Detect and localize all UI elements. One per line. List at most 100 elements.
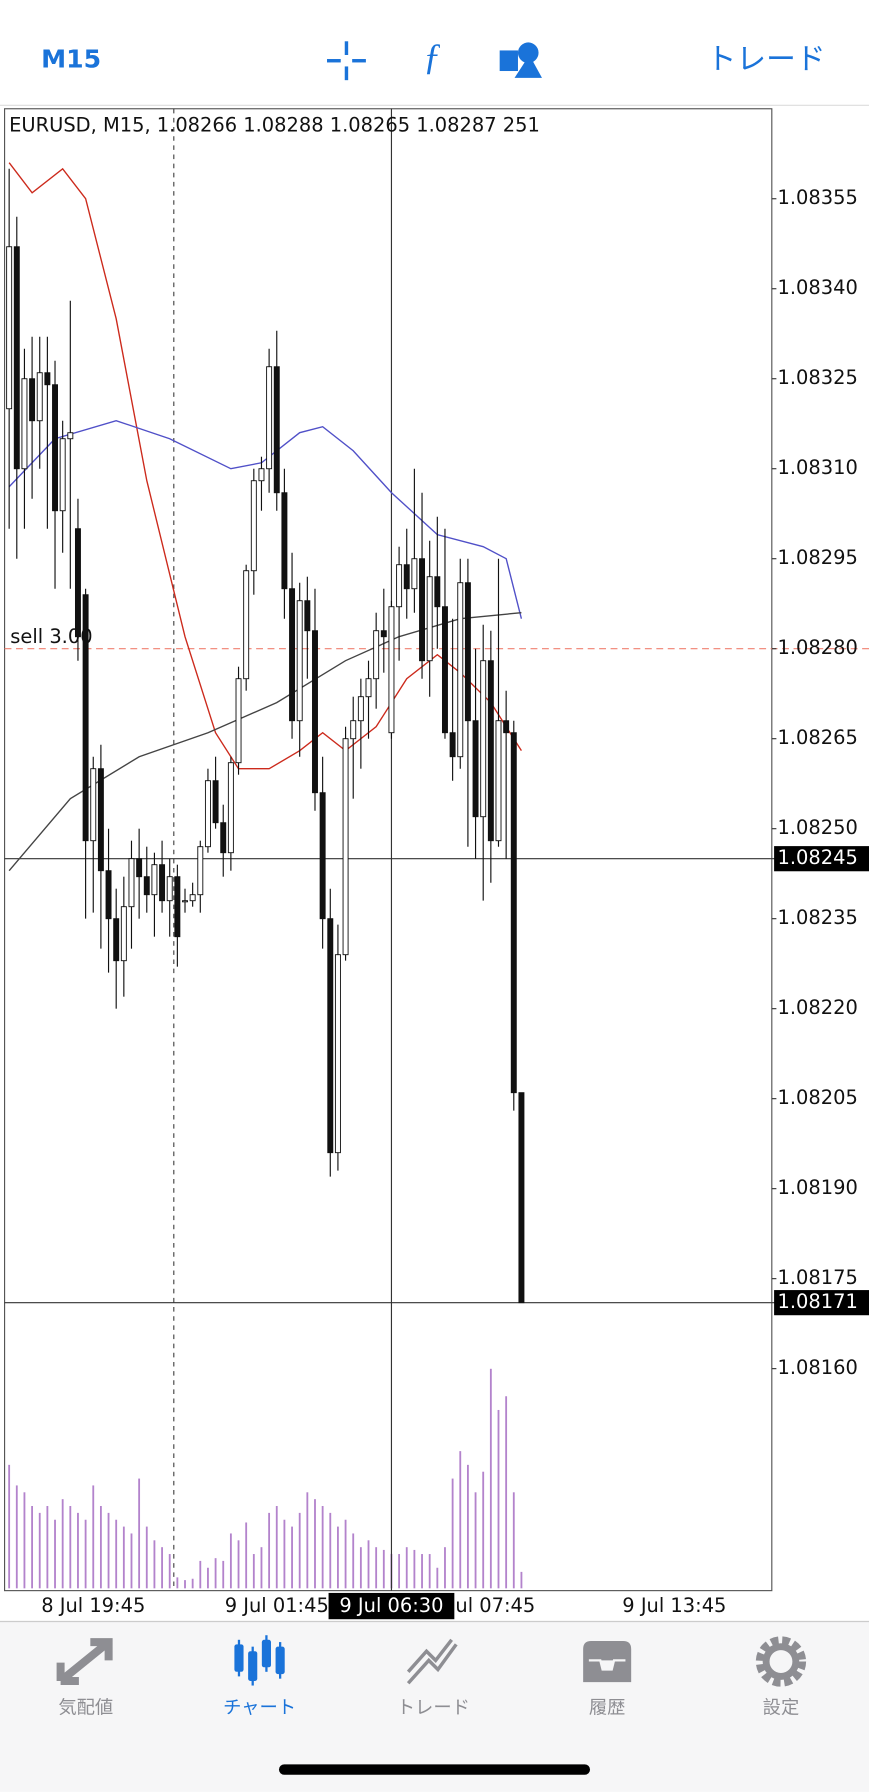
volume-bar [38, 1512, 41, 1589]
candle-body [373, 630, 380, 680]
settings-icon [755, 1636, 807, 1687]
order-label: sell 3.00 [10, 625, 92, 648]
volume-bar [77, 1512, 79, 1589]
candle-body [327, 918, 334, 1154]
candle-body [472, 720, 479, 818]
settings-icon-core [762, 1643, 800, 1680]
volume-bar [252, 1554, 255, 1589]
candle-body [503, 720, 510, 734]
candle-body [342, 738, 349, 956]
volume-bar [23, 1492, 26, 1589]
candle-body [403, 564, 410, 590]
volume-bar [191, 1578, 194, 1589]
tab-label[interactable]: チャート [223, 1697, 296, 1718]
candle-body [312, 630, 318, 794]
tab-label[interactable]: 設定 [763, 1697, 800, 1718]
volume-bar [382, 1549, 385, 1589]
volume-bar [138, 1478, 141, 1589]
chart-icon-body [234, 1644, 244, 1672]
home-indicator [278, 1764, 591, 1775]
candle-body [235, 678, 242, 764]
tab-label[interactable]: 履歴 [589, 1697, 626, 1718]
volume-bar [375, 1547, 378, 1589]
candle-body [36, 372, 43, 422]
y-tick-label: 1.08295 [778, 546, 858, 569]
crosshair-time-label: 9 Jul 06:30 [339, 1594, 443, 1617]
volume-bar [436, 1567, 439, 1589]
tab[interactable]: 設定 [755, 1636, 807, 1718]
chart-icon-body [248, 1651, 258, 1681]
volume-bar [283, 1519, 286, 1589]
candle-body [52, 384, 58, 512]
volume-bar [367, 1540, 370, 1589]
volume-bar [497, 1409, 500, 1589]
candle-body [510, 732, 517, 1094]
quotes-icon [56, 1638, 113, 1685]
timeframe-button[interactable]: M15 [41, 45, 101, 74]
candle-body [90, 768, 97, 842]
history-icon [580, 1638, 634, 1685]
x-tick-label: 9 Jul 01:45 [225, 1594, 329, 1617]
crosshair-icon[interactable] [327, 41, 366, 81]
candle-body [204, 780, 211, 848]
volume-bar [168, 1554, 171, 1589]
candle-body [74, 528, 81, 638]
volume-bar [405, 1547, 408, 1589]
candle-body [113, 918, 120, 962]
crosshair-price-box [774, 846, 869, 872]
volume-bar [31, 1506, 34, 1589]
y-tick-label: 1.08325 [778, 366, 858, 389]
volume-bar [176, 1577, 179, 1589]
candle-body [434, 576, 441, 608]
tab-label[interactable]: 気配値 [58, 1697, 113, 1718]
candle-body [174, 876, 181, 938]
candle-body [365, 678, 372, 698]
candle-body [59, 438, 66, 512]
volume-bar [237, 1540, 240, 1589]
moving-average [8, 419, 523, 619]
candle-body [457, 582, 464, 758]
crosshair-price-label: 1.08245 [778, 846, 858, 869]
volume-bar [275, 1506, 278, 1589]
volume-bar [359, 1547, 362, 1589]
tab[interactable]: チャート [223, 1635, 296, 1718]
crosshair-time-box [328, 1592, 455, 1620]
candle-body [250, 480, 257, 572]
current-price-box [774, 1290, 869, 1316]
candle-body [159, 864, 166, 902]
volume-bar [520, 1571, 523, 1589]
tab-label[interactable]: トレード [397, 1697, 470, 1718]
objects-icon[interactable] [499, 42, 542, 78]
candle-body [120, 906, 127, 962]
volume-bar [161, 1547, 163, 1589]
candle-body [281, 492, 288, 590]
volume-bar [15, 1485, 18, 1589]
y-tick-label: 1.08160 [778, 1356, 858, 1379]
trade-button[interactable]: トレード [707, 42, 826, 77]
volume-bar [61, 1499, 64, 1589]
tab[interactable]: 気配値 [56, 1638, 113, 1718]
candle-body [380, 630, 387, 638]
volume-bar [222, 1560, 225, 1589]
volume-bar [69, 1506, 72, 1589]
tab[interactable]: 履歴 [580, 1638, 634, 1719]
candle-body [151, 864, 158, 896]
chart-icon-body [275, 1646, 285, 1675]
indicator-icon[interactable]: ƒ [423, 36, 441, 77]
candle-body [441, 606, 448, 734]
volume-bar [107, 1512, 110, 1589]
chart-icon-body [261, 1639, 271, 1668]
candle-body [243, 570, 250, 680]
y-tick-label: 1.08235 [778, 906, 858, 929]
candle-body [44, 372, 51, 386]
tab[interactable]: トレード [397, 1638, 470, 1719]
y-tick-label: 1.08220 [778, 996, 858, 1019]
candle-body [258, 468, 265, 482]
volume-bar [145, 1526, 148, 1589]
candle-body [29, 378, 36, 422]
volume-bar [413, 1549, 416, 1589]
candle-body [6, 246, 13, 410]
volume-bar [329, 1512, 332, 1589]
candle-body [495, 720, 502, 842]
